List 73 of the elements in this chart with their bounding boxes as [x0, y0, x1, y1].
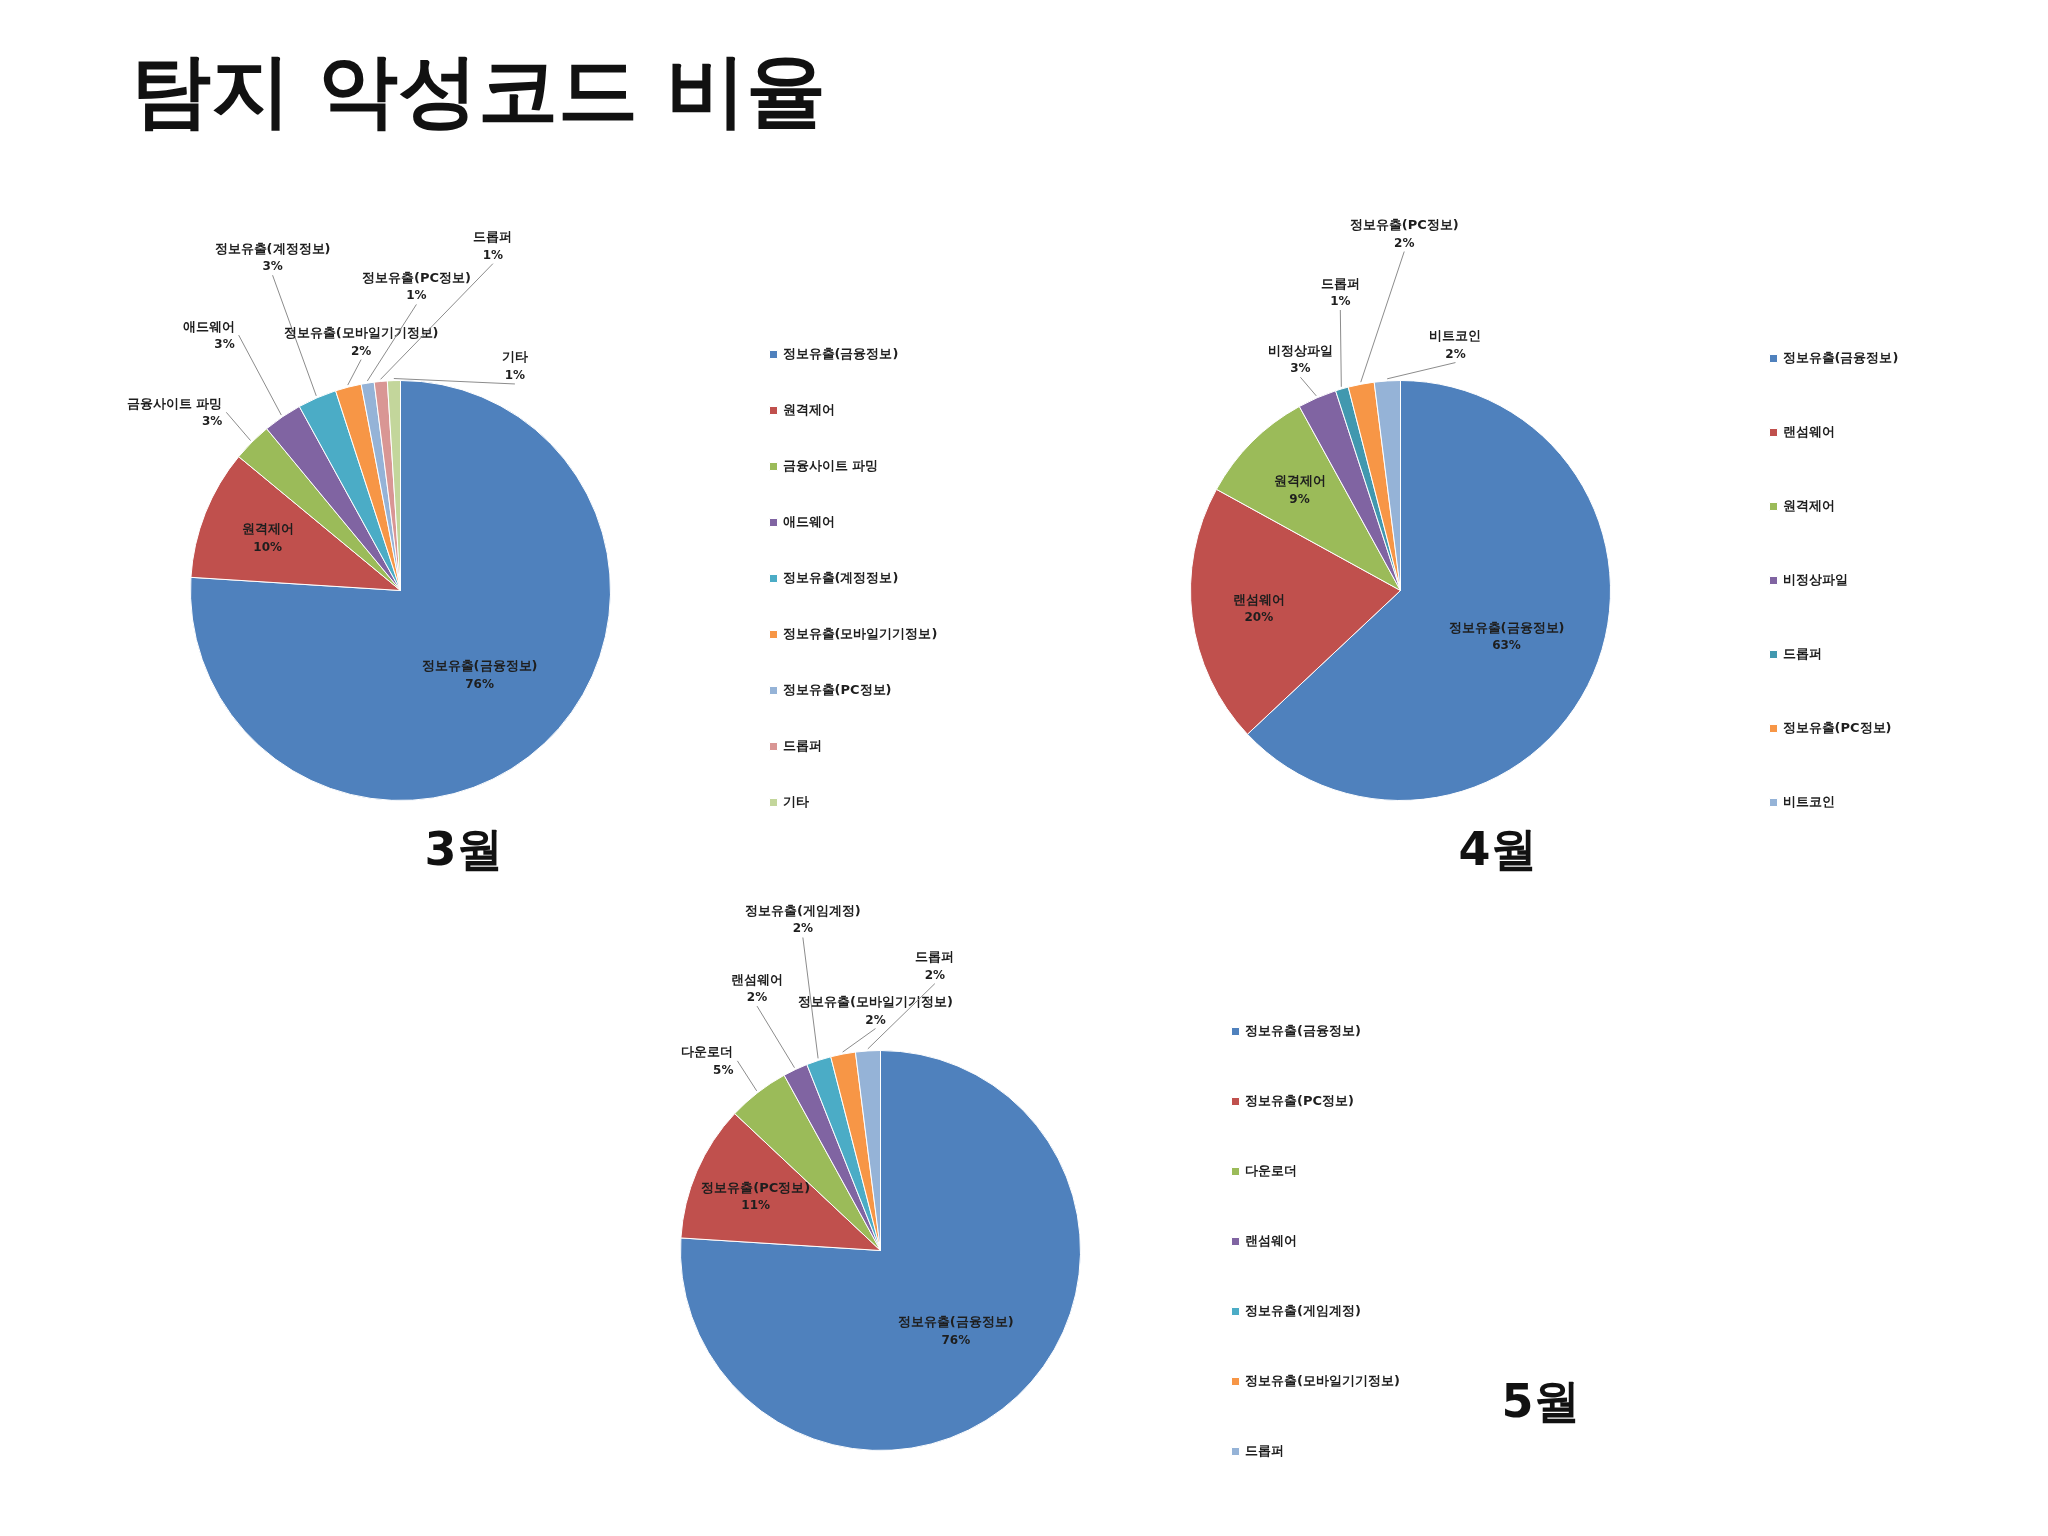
- data-label: 1%: [406, 288, 427, 303]
- data-label: 3%: [214, 337, 235, 352]
- legend-label: 정보유출(게임계정): [1245, 1302, 1361, 1320]
- data-label: 63%: [1492, 638, 1521, 653]
- slice-label: 드롭퍼: [473, 229, 513, 245]
- legend-label: 정보유출(금융정보): [1782, 348, 1899, 367]
- data-label: 3%: [1290, 361, 1311, 376]
- slice-label: 정보유출(모바일기기정보): [283, 325, 439, 341]
- legend-label: 정보유출(PC정보): [782, 680, 892, 699]
- legend-label: 비트코인: [1782, 792, 1835, 811]
- data-label: 2%: [1445, 346, 1466, 361]
- legend-label: 정보유출(계정정보): [782, 568, 899, 587]
- slice-label: 정보유출(PC정보): [361, 269, 471, 285]
- data-label: 2%: [924, 967, 946, 982]
- data-label: 5%: [713, 1062, 734, 1077]
- legend-label: 랜섬웨어: [1782, 422, 1835, 441]
- slice-label: 원격제어: [241, 521, 294, 537]
- legend-label: 정보유출(모바일기기정보): [782, 624, 938, 643]
- slice-label: 정보유출(모바일기기정보): [798, 994, 953, 1010]
- data-label: 20%: [1244, 610, 1274, 625]
- slice-label: 다운로더: [681, 1044, 734, 1060]
- legend-label: 다운로더: [1245, 1162, 1297, 1180]
- data-label: 76%: [465, 676, 494, 691]
- slice-label: 드롭퍼: [915, 949, 955, 965]
- slice-label: 정보유출(금융정보): [897, 1314, 1014, 1330]
- legend-label: 기타: [782, 792, 809, 811]
- data-label: 2%: [350, 343, 372, 358]
- data-label: 11%: [741, 1198, 771, 1213]
- data-label: 2%: [865, 1012, 886, 1027]
- slice-label: 랜섬웨어: [1232, 591, 1285, 607]
- data-label: 1%: [504, 367, 526, 382]
- legend-label: 금융사이트 파밍: [782, 456, 879, 475]
- legend-label: 정보유출(PC정보): [1245, 1092, 1354, 1110]
- text: 탐지 악성코드 비율: [130, 44, 827, 137]
- data-label: 1%: [1330, 294, 1351, 309]
- legend-label: 원격제어: [1782, 496, 1835, 515]
- legend-label: 정보유출(PC정보): [1782, 718, 1892, 737]
- data-label: 76%: [941, 1332, 971, 1347]
- slice-label: 금융사이트 파밍: [126, 395, 223, 411]
- legend-label: 정보유출(모바일기기정보): [1245, 1372, 1400, 1390]
- data-label: 3%: [201, 414, 223, 429]
- slice-label: 정보유출(게임계정): [744, 902, 861, 918]
- data-label: 3%: [262, 259, 283, 274]
- legend-label: 비정상파일: [1782, 570, 1848, 589]
- slice-label: 정보유출(금융정보): [1448, 619, 1565, 635]
- legend-label: 애드웨어: [782, 512, 835, 531]
- slice-label: 정보유출(금융정보): [421, 658, 538, 674]
- text: 4월: [1458, 821, 1537, 876]
- data-label: 2%: [746, 990, 768, 1005]
- slice-label: 드롭퍼: [1320, 275, 1360, 291]
- data-label: 10%: [253, 539, 283, 554]
- text: 3월: [424, 821, 503, 876]
- slice-label: 비정상파일: [1267, 342, 1333, 358]
- data-label: 9%: [1289, 491, 1310, 506]
- slice-label: 정보유출(PC정보): [701, 1179, 811, 1195]
- slice-label: 기타: [501, 349, 528, 365]
- slice-label: 비트코인: [1429, 328, 1482, 344]
- slice-label: 원격제어: [1273, 473, 1326, 489]
- legend-label: 드롭퍼: [1782, 644, 1822, 663]
- legend-label: 드롭퍼: [1245, 1442, 1284, 1460]
- text: 5월: [1501, 1373, 1580, 1428]
- legend-label: 정보유출(금융정보): [1245, 1022, 1361, 1040]
- data-label: 1%: [482, 247, 504, 262]
- slice-label: 랜섬웨어: [731, 971, 784, 987]
- slice-label: 애드웨어: [182, 318, 235, 334]
- slice-label: 정보유출(계정정보): [214, 240, 331, 256]
- legend-label: 원격제어: [782, 400, 835, 419]
- data-label: 2%: [792, 921, 814, 936]
- legend-label: 랜섬웨어: [1245, 1232, 1297, 1250]
- legend-label: 정보유출(금융정보): [782, 344, 899, 363]
- data-label: 2%: [1394, 235, 1415, 250]
- slice-label: 정보유출(PC정보): [1349, 217, 1459, 233]
- legend-label: 드롭퍼: [782, 736, 822, 755]
